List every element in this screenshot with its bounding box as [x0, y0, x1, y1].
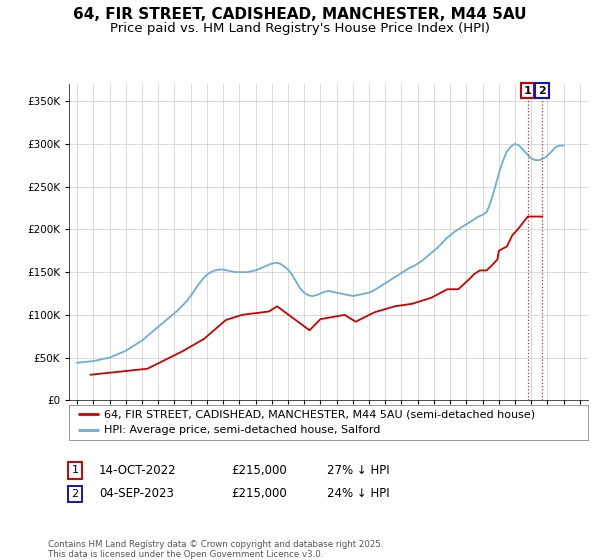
Text: HPI: Average price, semi-detached house, Salford: HPI: Average price, semi-detached house,… — [104, 425, 380, 435]
Text: Contains HM Land Registry data © Crown copyright and database right 2025.
This d: Contains HM Land Registry data © Crown c… — [48, 540, 383, 559]
Text: 64, FIR STREET, CADISHEAD, MANCHESTER, M44 5AU (semi-detached house): 64, FIR STREET, CADISHEAD, MANCHESTER, M… — [104, 409, 535, 419]
Text: 2: 2 — [71, 489, 79, 499]
Text: 04-SEP-2023: 04-SEP-2023 — [99, 487, 174, 501]
Text: £215,000: £215,000 — [231, 487, 287, 501]
Text: Price paid vs. HM Land Registry's House Price Index (HPI): Price paid vs. HM Land Registry's House … — [110, 22, 490, 35]
Text: 24% ↓ HPI: 24% ↓ HPI — [327, 487, 389, 501]
Text: 64, FIR STREET, CADISHEAD, MANCHESTER, M44 5AU: 64, FIR STREET, CADISHEAD, MANCHESTER, M… — [73, 7, 527, 22]
Text: 2: 2 — [538, 86, 546, 96]
Text: 1: 1 — [71, 465, 79, 475]
Text: £215,000: £215,000 — [231, 464, 287, 477]
Text: 14-OCT-2022: 14-OCT-2022 — [99, 464, 176, 477]
Text: 1: 1 — [524, 86, 532, 96]
Text: 27% ↓ HPI: 27% ↓ HPI — [327, 464, 389, 477]
